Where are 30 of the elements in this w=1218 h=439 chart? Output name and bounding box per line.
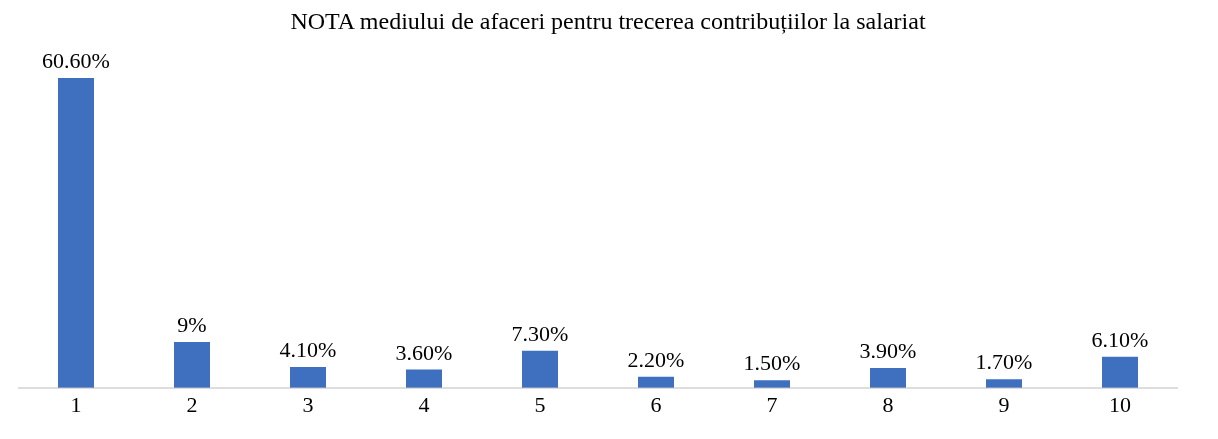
data-label: 4.10% (279, 337, 337, 363)
data-label: 9% (177, 311, 207, 337)
data-label: 3.90% (859, 338, 917, 364)
data-label: 6.10% (1091, 326, 1149, 352)
data-label: 3.60% (395, 339, 453, 365)
bar (870, 368, 906, 388)
x-tick-label: 8 (882, 391, 894, 417)
data-label: 1.70% (975, 349, 1033, 375)
x-tick-label: 3 (302, 391, 314, 417)
data-label: 60.60% (42, 48, 110, 73)
bar (174, 341, 210, 388)
x-tick-label: 1 (70, 391, 82, 417)
x-tick-label: 2 (186, 391, 198, 417)
bar (1102, 356, 1138, 388)
bar (58, 78, 94, 388)
bar (522, 350, 558, 388)
bar (290, 367, 326, 388)
bar (754, 380, 790, 388)
x-tick-label: 9 (998, 391, 1010, 417)
chart-title: NOTA mediului de afaceri pentru trecerea contribuțiilor la salariat (289, 8, 927, 36)
bar (406, 369, 442, 388)
x-tick-label: 4 (418, 391, 430, 417)
x-tick-label: 7 (766, 391, 778, 417)
x-tick-label: 10 (1109, 391, 1131, 417)
x-tick-label: 6 (650, 391, 662, 417)
data-label: 1.50% (743, 350, 801, 376)
x-tick-label: 5 (534, 391, 546, 417)
data-label: 2.20% (627, 346, 685, 372)
bar (986, 379, 1022, 388)
data-label: 7.30% (511, 320, 569, 346)
